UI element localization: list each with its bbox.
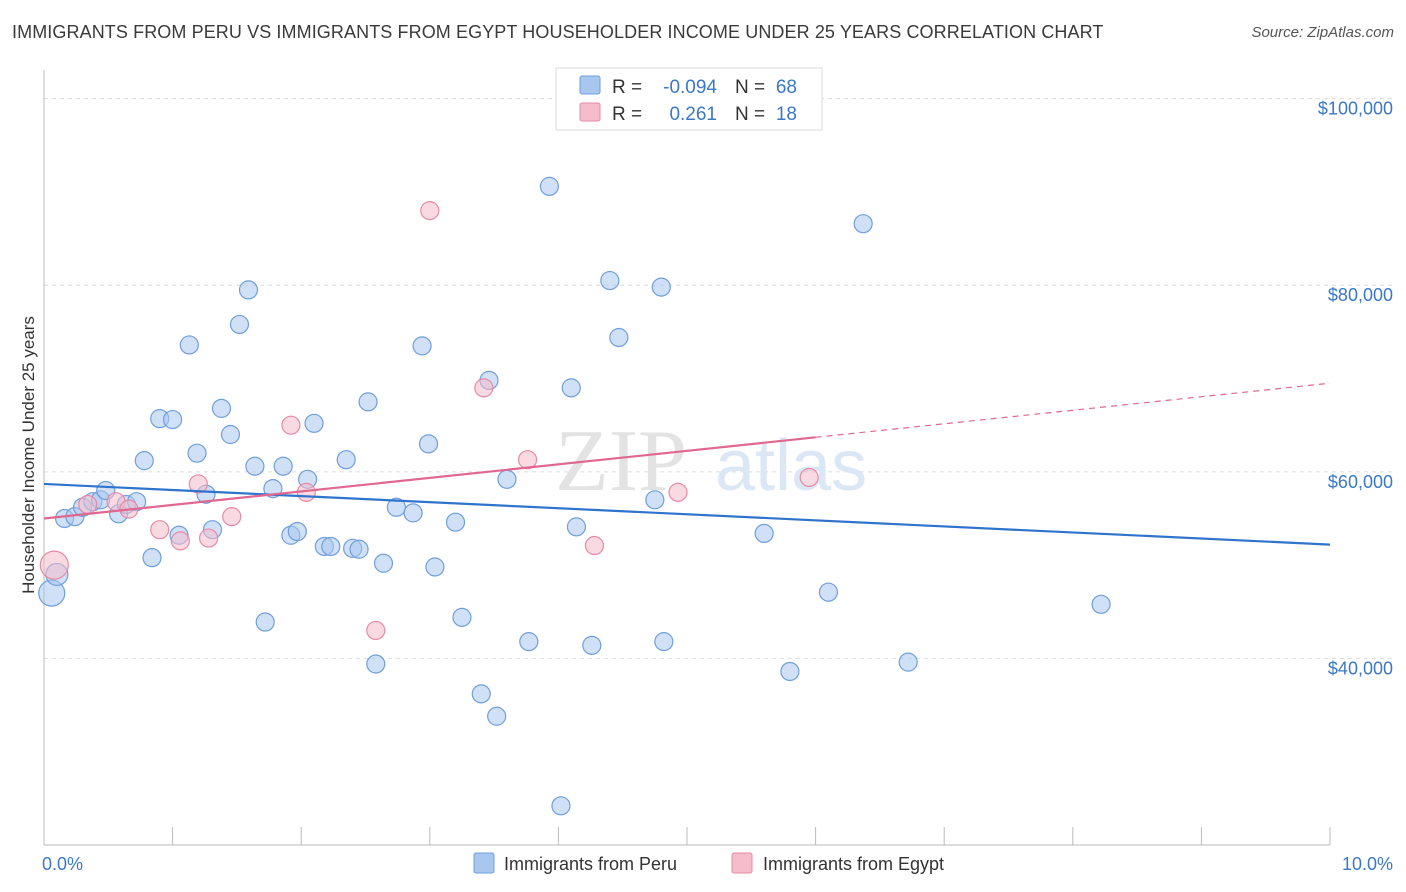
peru-point-58 xyxy=(609,327,629,348)
data-points xyxy=(38,176,1111,816)
legend-egypt-n-value: 18 xyxy=(776,104,797,125)
peru-point-47 xyxy=(471,684,491,704)
x-tick-label-0: 0.0% xyxy=(42,854,83,874)
series-legend: Immigrants from Peru Immigrants from Egy… xyxy=(473,852,944,874)
y-axis-title: Householder Income Under 25 years xyxy=(19,316,38,594)
egypt-point-8 xyxy=(222,507,242,527)
peru-point-65 xyxy=(853,214,873,234)
egypt-point-9 xyxy=(281,415,301,435)
egypt-point-5 xyxy=(170,531,190,551)
peru-point-45 xyxy=(445,512,466,532)
peru-point-38 xyxy=(366,654,386,674)
y-tick-label-2: $80,000 xyxy=(1328,285,1393,305)
watermark-zip: ZIP xyxy=(555,413,687,510)
legend-bottom-peru-swatch xyxy=(473,852,495,874)
egypt-point-7 xyxy=(199,528,219,548)
peru-point-43 xyxy=(418,434,439,454)
legend-bottom-egypt-swatch xyxy=(731,852,753,874)
y-tick-label-3: $100,000 xyxy=(1318,99,1393,119)
egypt-point-0 xyxy=(39,550,69,580)
watermark-atlas: atlas xyxy=(715,426,867,506)
peru-point-36 xyxy=(349,539,369,559)
peru-point-16 xyxy=(179,335,199,355)
egypt-point-4 xyxy=(150,520,170,540)
peru-point-12 xyxy=(142,548,162,568)
y-tick-labels: $40,000 $60,000 $80,000 $100,000 xyxy=(1318,99,1393,679)
peru-point-62 xyxy=(754,523,774,544)
legend-egypt-n-label: N = xyxy=(735,104,765,125)
egypt-point-15 xyxy=(584,535,605,556)
peru-point-59 xyxy=(645,490,665,510)
peru-point-44 xyxy=(425,557,445,577)
peru-point-21 xyxy=(220,424,241,445)
peru-point-60 xyxy=(651,277,671,297)
peru-point-57 xyxy=(600,270,620,291)
legend-peru-n-label: N = xyxy=(735,77,765,98)
peru-point-61 xyxy=(654,632,674,652)
egypt-point-11 xyxy=(366,620,386,641)
peru-trend-line xyxy=(43,482,1331,546)
peru-point-42 xyxy=(412,336,432,356)
x-tick-labels: 0.0% 10.0% xyxy=(42,854,1393,874)
peru-point-11 xyxy=(134,451,154,471)
peru-point-66 xyxy=(898,652,918,672)
egypt-point-17 xyxy=(799,467,819,488)
y-tick-label-1: $60,000 xyxy=(1328,472,1393,492)
peru-point-67 xyxy=(1091,594,1111,614)
legend-egypt-swatch xyxy=(579,102,601,122)
peru-point-64 xyxy=(818,582,839,602)
egypt-point-1 xyxy=(78,494,98,515)
chart-title: IMMIGRANTS FROM PERU VS IMMIGRANTS FROM … xyxy=(12,22,1104,42)
legend-bottom-egypt-label: Immigrants from Egypt xyxy=(763,854,944,874)
peru-point-14 xyxy=(163,409,183,430)
legend-peru-r-label: R = xyxy=(612,77,642,98)
trend-lines xyxy=(43,382,1331,546)
peru-point-20 xyxy=(211,398,232,418)
peru-point-17 xyxy=(187,443,207,463)
peru-point-41 xyxy=(403,503,423,523)
legend-peru-swatch xyxy=(579,75,601,95)
watermark: ZIP atlas xyxy=(555,413,867,510)
egypt-trend-extension xyxy=(815,382,1331,438)
legend-egypt-r-label: R = xyxy=(612,104,642,125)
peru-point-25 xyxy=(255,612,275,632)
x-tick-label-1: 10.0% xyxy=(1342,854,1393,874)
gridlines xyxy=(44,98,1392,659)
peru-point-54 xyxy=(561,378,581,398)
peru-point-55 xyxy=(566,517,587,537)
legend-peru-n-value: 68 xyxy=(776,77,797,98)
peru-point-52 xyxy=(539,176,559,196)
axes xyxy=(43,70,1331,846)
peru-point-51 xyxy=(519,632,539,652)
egypt-trend-line xyxy=(43,436,816,520)
legend-peru-r-value: -0.094 xyxy=(663,77,717,98)
egypt-point-16 xyxy=(668,482,688,502)
peru-point-29 xyxy=(287,521,307,542)
peru-point-49 xyxy=(487,706,507,726)
egypt-point-6 xyxy=(188,474,208,494)
egypt-point-12 xyxy=(420,201,440,221)
peru-point-53 xyxy=(551,796,571,816)
y-tick-label-0: $40,000 xyxy=(1328,658,1393,678)
peru-point-22 xyxy=(229,314,250,335)
egypt-point-13 xyxy=(474,378,494,398)
peru-point-37 xyxy=(358,392,378,412)
legend-bottom-peru-label: Immigrants from Peru xyxy=(504,854,677,874)
peru-point-33 xyxy=(321,536,341,557)
peru-point-24 xyxy=(245,456,265,476)
source-credit: Source: ZipAtlas.com xyxy=(1251,24,1394,41)
correlation-legend: R = -0.094 N = 68 R = 0.261 N = 18 xyxy=(555,67,823,131)
peru-point-34 xyxy=(336,450,356,470)
peru-point-31 xyxy=(304,413,324,433)
peru-point-63 xyxy=(780,661,800,682)
peru-point-56 xyxy=(582,635,602,655)
peru-point-23 xyxy=(238,280,259,300)
peru-point-27 xyxy=(273,456,293,476)
peru-point-50 xyxy=(497,469,517,489)
peru-point-39 xyxy=(373,553,394,573)
peru-point-46 xyxy=(452,607,472,627)
legend-egypt-r-value: 0.261 xyxy=(669,104,717,125)
